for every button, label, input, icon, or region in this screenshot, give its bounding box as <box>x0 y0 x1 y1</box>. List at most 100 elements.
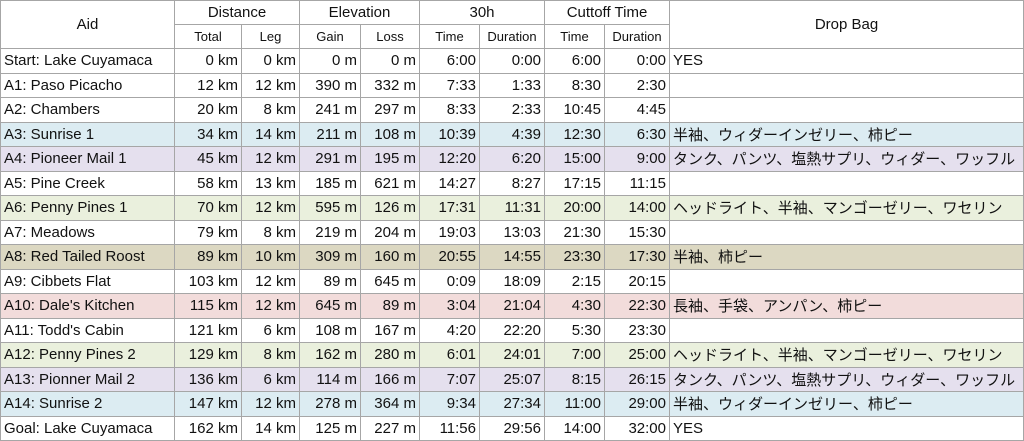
table-cell: 12 km <box>242 196 300 221</box>
table-cell: A3: Sunrise 1 <box>0 122 175 147</box>
table-cell: 8:30 <box>545 73 605 98</box>
header-cell: Aid <box>0 0 175 49</box>
table-cell: 24:01 <box>480 343 545 368</box>
table-cell <box>670 269 1024 294</box>
header-sub: Loss <box>361 25 420 49</box>
table-cell: 4:20 <box>420 318 480 343</box>
table-cell: 309 m <box>300 245 361 270</box>
table-cell: 27:34 <box>480 392 545 417</box>
table-cell: 147 km <box>175 392 242 417</box>
table-cell: 4:39 <box>480 122 545 147</box>
table-cell: 6:30 <box>605 122 670 147</box>
table-cell: 108 m <box>300 318 361 343</box>
table-cell: 21:30 <box>545 220 605 245</box>
table-cell: 12 km <box>242 147 300 172</box>
table-cell: 12 km <box>242 294 300 319</box>
table-cell: 219 m <box>300 220 361 245</box>
table-cell: 621 m <box>361 171 420 196</box>
table-cell: 13:03 <box>480 220 545 245</box>
table-cell: 10:39 <box>420 122 480 147</box>
table-cell: 3:04 <box>420 294 480 319</box>
table-cell: 23:30 <box>605 318 670 343</box>
table-cell: 23:30 <box>545 245 605 270</box>
table-cell: 10:45 <box>545 98 605 123</box>
table-cell: 390 m <box>300 73 361 98</box>
table-cell: A8: Red Tailed Roost <box>0 245 175 270</box>
table-cell: 8:15 <box>545 367 605 392</box>
table-cell: 162 km <box>175 416 242 441</box>
table-cell: 20:15 <box>605 269 670 294</box>
table-cell: ヘッドライト、半袖、マンゴーゼリー、ワセリン <box>670 343 1024 368</box>
table-cell: 6:20 <box>480 147 545 172</box>
table-cell <box>670 171 1024 196</box>
table-cell: 10 km <box>242 245 300 270</box>
table-cell: 8 km <box>242 220 300 245</box>
table-cell <box>670 318 1024 343</box>
table-cell: A13: Pionner Mail 2 <box>0 367 175 392</box>
table-cell: 0 m <box>300 49 361 74</box>
table-cell: A14: Sunrise 2 <box>0 392 175 417</box>
table-cell: Start: Lake Cuyamaca <box>0 49 175 74</box>
header-group: Cuttoff Time <box>545 0 670 25</box>
table-cell: 204 m <box>361 220 420 245</box>
table-cell: A6: Penny Pines 1 <box>0 196 175 221</box>
table-cell: 22:20 <box>480 318 545 343</box>
table-cell: 114 m <box>300 367 361 392</box>
table-cell: 半袖、柿ピー <box>670 245 1024 270</box>
table-cell: 0:00 <box>605 49 670 74</box>
table-cell: 291 m <box>300 147 361 172</box>
table-cell: 11:56 <box>420 416 480 441</box>
table-cell: 13 km <box>242 171 300 196</box>
table-cell: 89 m <box>361 294 420 319</box>
table-cell: 595 m <box>300 196 361 221</box>
table-cell: 1:33 <box>480 73 545 98</box>
table-cell: 6 km <box>242 367 300 392</box>
header-group: Distance <box>175 0 300 25</box>
table-cell: 195 m <box>361 147 420 172</box>
table-cell: 364 m <box>361 392 420 417</box>
table-cell: 332 m <box>361 73 420 98</box>
table-cell: YES <box>670 49 1024 74</box>
table-cell: 278 m <box>300 392 361 417</box>
table-cell: A7: Meadows <box>0 220 175 245</box>
table-cell: 9:34 <box>420 392 480 417</box>
header-group: Elevation <box>300 0 420 25</box>
table-cell: 14 km <box>242 122 300 147</box>
table-cell: 9:00 <box>605 147 670 172</box>
table-cell: 14 km <box>242 416 300 441</box>
table-cell: 20:55 <box>420 245 480 270</box>
table-cell: 15:30 <box>605 220 670 245</box>
table-cell: 17:15 <box>545 171 605 196</box>
table-cell: 25:00 <box>605 343 670 368</box>
table-cell: 11:00 <box>545 392 605 417</box>
table-cell: A4: Pioneer Mail 1 <box>0 147 175 172</box>
table-cell: A12: Penny Pines 2 <box>0 343 175 368</box>
header-sub: Total <box>175 25 242 49</box>
table-cell: 26:15 <box>605 367 670 392</box>
table-cell: 108 m <box>361 122 420 147</box>
table-cell: 126 m <box>361 196 420 221</box>
table-cell: 14:00 <box>605 196 670 221</box>
header-sub: Time <box>420 25 480 49</box>
table-cell: 6:00 <box>420 49 480 74</box>
table-cell: 7:07 <box>420 367 480 392</box>
table-cell: 70 km <box>175 196 242 221</box>
table-cell: A2: Chambers <box>0 98 175 123</box>
table-cell: 645 m <box>361 269 420 294</box>
table-cell: 2:33 <box>480 98 545 123</box>
table-cell: 8:33 <box>420 98 480 123</box>
table-cell: 125 m <box>300 416 361 441</box>
table-cell: 0:00 <box>480 49 545 74</box>
header-sub: Gain <box>300 25 361 49</box>
table-cell: 21:04 <box>480 294 545 319</box>
table-cell: 19:03 <box>420 220 480 245</box>
table-cell: 22:30 <box>605 294 670 319</box>
table-cell: A11: Todd's Cabin <box>0 318 175 343</box>
table-cell: 長袖、手袋、アンパン、柿ピー <box>670 294 1024 319</box>
header-sub: Duration <box>480 25 545 49</box>
table-cell <box>670 98 1024 123</box>
table-cell: 12 km <box>242 269 300 294</box>
table-cell: A9: Cibbets Flat <box>0 269 175 294</box>
table-cell: 7:33 <box>420 73 480 98</box>
header-group: 30h <box>420 0 545 25</box>
